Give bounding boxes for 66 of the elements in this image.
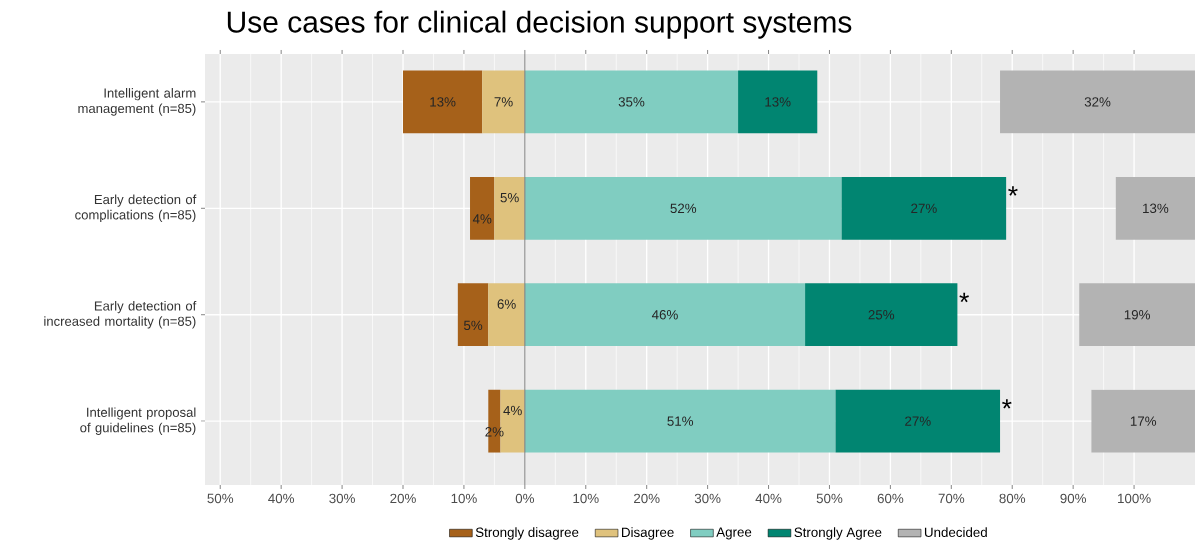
y-tick-label: Intelligent alarm management (n=85) [78, 88, 196, 116]
data-label: 27% [905, 416, 931, 426]
bar [524, 389, 836, 453]
bar [494, 176, 525, 240]
x-tick-label: 30% [694, 493, 721, 504]
bar [470, 176, 495, 240]
legend-label: Strongly disagree [475, 527, 579, 540]
data-label: 13% [1143, 203, 1169, 214]
annotation: * [1002, 399, 1012, 409]
data-label: 46% [651, 310, 678, 320]
data-label: 35% [618, 97, 645, 107]
bar [457, 283, 489, 347]
legend-label: Agree [716, 527, 752, 540]
x-tick-label: 100% [1118, 493, 1151, 504]
x-tick-label: 70% [938, 493, 965, 504]
bar [835, 389, 1001, 453]
x-tick-label: 10% [573, 493, 599, 504]
x-tick-label: 20% [634, 493, 660, 504]
bar [1079, 283, 1195, 347]
data-label: 13% [765, 97, 791, 107]
data-label: 5% [500, 192, 519, 203]
bar [403, 70, 483, 134]
data-label: 5% [463, 320, 483, 331]
y-tick-label: Early detection of complications (n=85) [75, 194, 197, 223]
x-tick-label: 20% [390, 493, 416, 504]
x-tick-label: 40% [268, 493, 295, 504]
data-label: 17% [1130, 416, 1157, 426]
x-tick-label: 50% [816, 493, 843, 504]
data-label: 4% [503, 405, 522, 416]
x-tick-label: 80% [999, 493, 1026, 504]
data-label: 6% [497, 299, 516, 309]
legend-label: Disagree [622, 527, 674, 540]
bar [524, 283, 806, 347]
data-label: 32% [1084, 97, 1111, 107]
bar [482, 70, 525, 134]
bar [1115, 176, 1195, 240]
data-label: 25% [868, 310, 895, 320]
bar [841, 176, 1007, 240]
bar [738, 70, 818, 134]
bar [488, 283, 525, 347]
data-label: 19% [1124, 310, 1150, 320]
x-tick-label: 30% [329, 493, 355, 504]
x-tick-label: 50% [207, 493, 234, 504]
annotation: * [1008, 186, 1018, 196]
y-tick-label: Early detection of increased mortality (n=85) [44, 300, 197, 329]
chart-title: Use cases for clinical decision support systems [227, 10, 852, 39]
legend-label: Strongly Agree [794, 527, 882, 540]
bar [1000, 70, 1195, 134]
data-label: 52% [670, 203, 697, 214]
bar [1091, 389, 1195, 453]
bar [805, 283, 958, 347]
bar [524, 176, 842, 240]
bar [524, 70, 739, 134]
x-tick-label: 90% [1060, 493, 1087, 504]
x-tick-label: 60% [877, 493, 904, 504]
legend-label: Undecided [924, 527, 987, 538]
data-label: 13% [430, 97, 456, 107]
x-tick-label: 10% [451, 493, 477, 504]
x-tick-label: 40% [755, 493, 782, 504]
data-label: 4% [472, 214, 492, 224]
y-tick-label: Intelligent proposal of guidelines (n=85) [80, 407, 196, 435]
x-tick-label: 0% [515, 493, 535, 504]
data-label: 27% [911, 203, 937, 213]
data-label: 51% [667, 416, 694, 426]
annotation: * [959, 292, 969, 303]
data-label: 7% [494, 97, 513, 107]
